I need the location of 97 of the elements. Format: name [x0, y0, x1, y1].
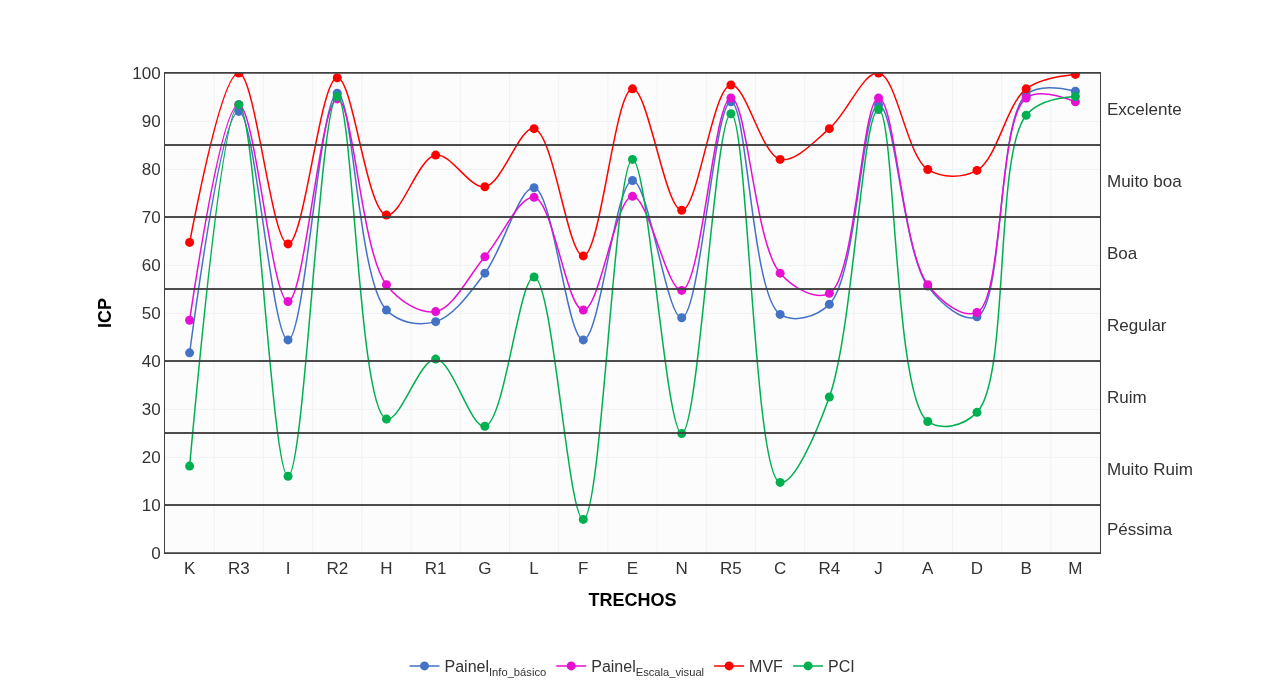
point — [578, 335, 588, 345]
point — [775, 268, 785, 278]
y-tick-label: 60 — [141, 255, 161, 275]
x-tick-label: E — [626, 559, 639, 579]
x-tick-label: M — [1068, 559, 1083, 579]
point — [431, 307, 441, 317]
point — [529, 272, 539, 282]
band-label: Boa — [1107, 244, 1138, 263]
point — [529, 124, 539, 134]
y-tick-label: 90 — [141, 111, 161, 131]
y-tick-label: 100 — [132, 63, 161, 83]
point — [185, 461, 195, 471]
point — [283, 296, 293, 306]
point — [185, 237, 195, 247]
point — [923, 416, 933, 426]
x-tick-label: K — [183, 559, 196, 579]
point — [529, 192, 539, 202]
x-tick-label: F — [578, 559, 589, 579]
x-tick-label: H — [380, 559, 393, 579]
point — [431, 150, 441, 160]
point — [480, 252, 490, 262]
point — [283, 471, 293, 481]
point — [480, 182, 490, 192]
x-tick-label: R4 — [818, 559, 841, 579]
legend-label: Painel$_{Escala_visual}$ — [591, 658, 705, 678]
x-tick-label: L — [529, 559, 539, 579]
point — [480, 268, 490, 278]
point — [529, 183, 539, 193]
point — [775, 309, 785, 319]
y-tick-label: 0 — [151, 543, 161, 563]
point — [972, 165, 982, 175]
point — [677, 313, 687, 323]
point — [923, 164, 933, 174]
point — [381, 305, 391, 315]
point — [185, 348, 195, 358]
point — [381, 414, 391, 424]
point — [874, 93, 884, 103]
point — [1070, 92, 1080, 102]
point — [726, 109, 736, 119]
point — [726, 93, 736, 103]
point — [775, 154, 785, 164]
point — [1021, 84, 1031, 94]
point — [578, 514, 588, 524]
x-tick-label: D — [970, 559, 984, 579]
point — [431, 317, 441, 327]
point — [726, 80, 736, 90]
point — [1021, 110, 1031, 120]
y-tick-label: 20 — [141, 447, 161, 467]
band-label: Ruim — [1107, 388, 1147, 407]
point — [628, 191, 637, 201]
x-tick-label: A — [922, 559, 935, 579]
point — [628, 154, 637, 164]
x-tick-label: R5 — [720, 559, 742, 579]
point — [381, 280, 391, 290]
y-tick-label: 50 — [141, 303, 161, 323]
y-tick-label: 40 — [141, 351, 161, 371]
x-tick-label: N — [675, 559, 688, 579]
band-label: Muito Ruim — [1107, 460, 1193, 479]
point — [185, 315, 195, 325]
legend-label: Painel$_{Info_básico}$ — [444, 658, 547, 678]
legend-label: MVF — [749, 658, 784, 676]
y-axis-title: ICP — [95, 297, 116, 329]
y-tick-label: 80 — [141, 159, 161, 179]
x-tick-label: C — [773, 559, 787, 579]
point — [874, 104, 884, 114]
x-axis-title: TRECHOS — [588, 589, 677, 610]
point — [824, 299, 834, 309]
x-tick-label: G — [478, 559, 492, 579]
band-label: Muito boa — [1107, 172, 1183, 191]
legend-label: PCI — [828, 658, 855, 676]
point — [578, 305, 588, 315]
point — [972, 308, 982, 318]
y-tick-label: 70 — [141, 207, 161, 227]
point — [824, 124, 834, 134]
point — [283, 239, 293, 249]
point — [628, 84, 637, 94]
point — [824, 288, 834, 298]
x-tick-label: J — [874, 559, 883, 579]
point — [677, 205, 687, 215]
point — [283, 335, 293, 345]
point — [578, 251, 588, 261]
x-tick-label: I — [285, 559, 291, 579]
x-tick-label: R3 — [227, 559, 250, 579]
point — [972, 407, 982, 417]
y-tick-label: 10 — [141, 495, 161, 515]
band-label: Péssima — [1107, 520, 1173, 539]
y-tick-label: 30 — [141, 399, 161, 419]
point — [480, 421, 490, 431]
band-label: Regular — [1107, 316, 1167, 335]
x-tick-label: R1 — [424, 559, 447, 579]
point — [775, 477, 785, 487]
point — [628, 176, 637, 186]
point — [824, 392, 834, 402]
point — [332, 73, 342, 83]
x-tick-label: R2 — [326, 559, 349, 579]
x-tick-label: B — [1020, 559, 1032, 579]
band-label: Excelente — [1107, 100, 1182, 119]
